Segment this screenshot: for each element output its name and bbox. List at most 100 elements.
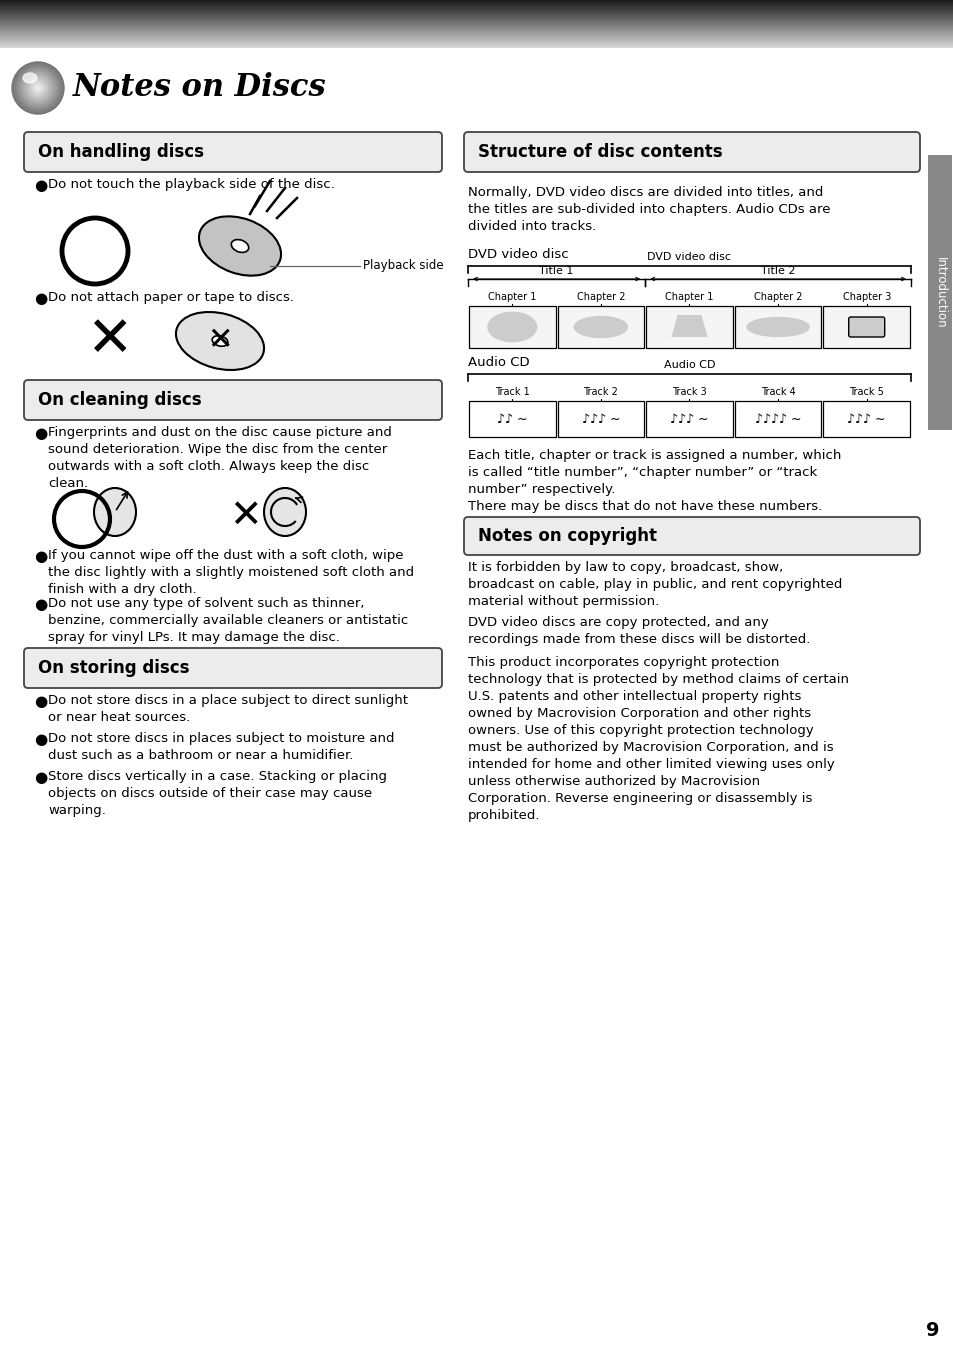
- Text: Track 5: Track 5: [848, 387, 883, 398]
- Circle shape: [17, 67, 59, 109]
- Circle shape: [29, 80, 47, 97]
- Ellipse shape: [175, 311, 264, 369]
- Text: Track 2: Track 2: [583, 387, 618, 398]
- Text: Each title, chapter or track is assigned a number, which
is called “title number: Each title, chapter or track is assigned…: [468, 449, 841, 514]
- Circle shape: [18, 67, 58, 108]
- Text: ✕: ✕: [207, 326, 233, 356]
- Text: Do not touch the playback side of the disc.: Do not touch the playback side of the di…: [48, 178, 335, 191]
- Ellipse shape: [231, 240, 249, 252]
- Text: DVD video disc: DVD video disc: [647, 252, 731, 262]
- Ellipse shape: [199, 216, 281, 275]
- Text: Structure of disc contents: Structure of disc contents: [477, 143, 721, 160]
- Circle shape: [34, 84, 42, 92]
- Ellipse shape: [212, 336, 228, 346]
- Text: ♪♪♪ ∼: ♪♪♪ ∼: [581, 412, 619, 426]
- Text: 9: 9: [925, 1321, 939, 1340]
- Text: ●: ●: [34, 732, 48, 747]
- FancyBboxPatch shape: [557, 306, 643, 348]
- Text: On handling discs: On handling discs: [38, 143, 204, 160]
- FancyBboxPatch shape: [645, 400, 732, 437]
- Circle shape: [19, 69, 57, 106]
- Text: Notes on copyright: Notes on copyright: [477, 527, 657, 545]
- Ellipse shape: [23, 73, 37, 84]
- Text: Playback side: Playback side: [363, 260, 443, 272]
- FancyBboxPatch shape: [24, 132, 441, 173]
- FancyBboxPatch shape: [469, 306, 555, 348]
- Text: Title 1: Title 1: [538, 266, 573, 276]
- FancyBboxPatch shape: [822, 306, 909, 348]
- FancyBboxPatch shape: [917, 1318, 947, 1344]
- Text: ✕: ✕: [87, 314, 133, 368]
- Ellipse shape: [487, 313, 537, 341]
- Circle shape: [26, 75, 50, 100]
- Text: ●: ●: [34, 694, 48, 709]
- FancyBboxPatch shape: [734, 306, 821, 348]
- Text: DVD video disc: DVD video disc: [468, 248, 568, 262]
- Text: ●: ●: [34, 291, 48, 306]
- Circle shape: [23, 73, 53, 102]
- FancyBboxPatch shape: [463, 132, 919, 173]
- FancyBboxPatch shape: [469, 400, 555, 437]
- FancyBboxPatch shape: [645, 306, 732, 348]
- Text: Chapter 2: Chapter 2: [576, 293, 624, 302]
- Circle shape: [30, 80, 46, 96]
- FancyBboxPatch shape: [848, 317, 883, 337]
- Bar: [927, 155, 951, 430]
- Text: Audio CD: Audio CD: [468, 356, 529, 369]
- Text: Track 1: Track 1: [495, 387, 529, 398]
- Text: Chapter 1: Chapter 1: [488, 293, 536, 302]
- Ellipse shape: [94, 488, 136, 537]
- Circle shape: [15, 65, 61, 111]
- Ellipse shape: [264, 488, 306, 537]
- Text: Do not store discs in places subject to moisture and
dust such as a bathroom or : Do not store discs in places subject to …: [48, 732, 395, 762]
- Circle shape: [16, 66, 60, 111]
- Circle shape: [32, 82, 44, 94]
- Text: ♪♪♪♪ ∼: ♪♪♪♪ ∼: [754, 412, 801, 426]
- Circle shape: [37, 88, 39, 89]
- Text: Chapter 2: Chapter 2: [753, 293, 801, 302]
- Text: Introduction: Introduction: [933, 256, 945, 329]
- Ellipse shape: [746, 318, 808, 337]
- Circle shape: [22, 71, 54, 104]
- Text: Title 2: Title 2: [760, 266, 795, 276]
- Circle shape: [35, 85, 41, 92]
- Text: It is forbidden by law to copy, broadcast, show,
broadcast on cable, play in pub: It is forbidden by law to copy, broadcas…: [468, 561, 841, 608]
- Text: If you cannot wipe off the dust with a soft cloth, wipe
the disc lightly with a : If you cannot wipe off the dust with a s…: [48, 549, 414, 596]
- Text: Normally, DVD video discs are divided into titles, and
the titles are sub-divide: Normally, DVD video discs are divided in…: [468, 186, 830, 233]
- Circle shape: [30, 81, 45, 94]
- Text: This product incorporates copyright protection
technology that is protected by m: This product incorporates copyright prot…: [468, 656, 848, 822]
- Circle shape: [13, 63, 63, 113]
- Circle shape: [27, 77, 49, 98]
- Text: On storing discs: On storing discs: [38, 659, 190, 677]
- Circle shape: [28, 78, 48, 98]
- Text: Audio CD: Audio CD: [663, 360, 715, 369]
- Circle shape: [25, 75, 51, 101]
- Text: Chapter 1: Chapter 1: [664, 293, 713, 302]
- Text: ♪♪♪ ∼: ♪♪♪ ∼: [670, 412, 708, 426]
- Text: ♪♪ ∼: ♪♪ ∼: [497, 412, 527, 426]
- Text: ♪♪♪ ∼: ♪♪♪ ∼: [846, 412, 885, 426]
- Text: Do not store discs in a place subject to direct sunlight
or near heat sources.: Do not store discs in a place subject to…: [48, 694, 408, 724]
- Text: Notes on Discs: Notes on Discs: [73, 73, 326, 104]
- Text: On cleaning discs: On cleaning discs: [38, 391, 201, 408]
- Circle shape: [33, 84, 43, 93]
- Text: Fingerprints and dust on the disc cause picture and
sound deterioration. Wipe th: Fingerprints and dust on the disc cause …: [48, 426, 392, 491]
- Text: ●: ●: [34, 178, 48, 193]
- Text: ●: ●: [34, 549, 48, 563]
- Ellipse shape: [574, 317, 627, 337]
- Circle shape: [21, 71, 55, 105]
- Text: Track 4: Track 4: [760, 387, 795, 398]
- Text: Chapter 3: Chapter 3: [841, 293, 890, 302]
- Text: Store discs vertically in a case. Stacking or placing
objects on discs outside o: Store discs vertically in a case. Stacki…: [48, 770, 387, 817]
- Text: Do not attach paper or tape to discs.: Do not attach paper or tape to discs.: [48, 291, 294, 305]
- FancyBboxPatch shape: [734, 400, 821, 437]
- Text: ●: ●: [34, 426, 48, 441]
- Circle shape: [24, 74, 52, 102]
- Text: Track 3: Track 3: [672, 387, 706, 398]
- FancyBboxPatch shape: [24, 380, 441, 421]
- FancyBboxPatch shape: [463, 518, 919, 555]
- Circle shape: [12, 62, 64, 115]
- Text: Do not use any type of solvent such as thinner,
benzine, commercially available : Do not use any type of solvent such as t…: [48, 597, 408, 644]
- FancyBboxPatch shape: [822, 400, 909, 437]
- Text: DVD video discs are copy protected, and any
recordings made from these discs wil: DVD video discs are copy protected, and …: [468, 616, 809, 646]
